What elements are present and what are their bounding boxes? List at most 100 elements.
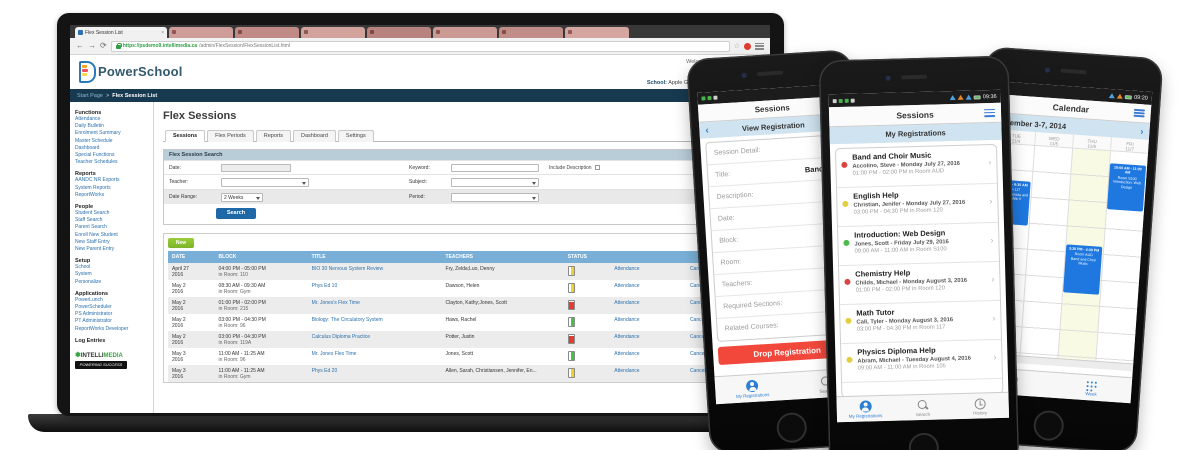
session-title-link[interactable]: BIO 30 Nervous System Review xyxy=(311,265,384,272)
keyword-input[interactable] xyxy=(451,163,539,172)
extension-badge-icon[interactable] xyxy=(744,42,751,50)
sidebar-link[interactable]: ReportWorks xyxy=(75,191,105,198)
browser-tab-inactive[interactable] xyxy=(565,27,629,38)
sidebar-link[interactable]: Staff Search xyxy=(75,217,103,224)
new-button[interactable]: New xyxy=(168,238,194,248)
sidebar-link[interactable]: Special Functions xyxy=(75,152,115,159)
sidebar-link[interactable]: PS Administrator xyxy=(75,311,113,318)
teacher-select[interactable] xyxy=(221,177,309,187)
sidebar-link[interactable]: Dashboard xyxy=(75,144,100,151)
attendance-link[interactable]: Attendance xyxy=(614,316,640,323)
menu-icon[interactable] xyxy=(1133,108,1146,118)
browser-tab-inactive[interactable] xyxy=(499,27,563,38)
search-button[interactable]: Search xyxy=(216,208,256,219)
page-tab[interactable]: Dashboard xyxy=(293,130,336,142)
cancel-link[interactable]: Cancel xyxy=(689,282,706,289)
home-button[interactable] xyxy=(1032,409,1065,442)
attendance-link[interactable]: Attendance xyxy=(614,367,640,374)
session-title-link[interactable]: Calculus Diploma Practice xyxy=(311,333,371,340)
date-range-select[interactable]: 2 Weeks xyxy=(221,192,263,202)
attendance-link[interactable]: Attendance xyxy=(614,299,640,306)
sidebar-link[interactable]: System Reports xyxy=(75,184,111,191)
attendance-link[interactable]: Attendance xyxy=(614,350,640,357)
tab-item[interactable]: History xyxy=(951,393,1009,419)
attendance-link[interactable]: Attendance xyxy=(614,333,640,340)
home-button[interactable] xyxy=(775,411,808,444)
back-icon[interactable]: ← xyxy=(76,41,84,50)
cancel-link[interactable]: Cancel xyxy=(689,299,706,306)
sidebar-link[interactable]: PT Administrator xyxy=(75,318,112,325)
tab-item[interactable]: Week xyxy=(1051,373,1133,404)
period-select[interactable] xyxy=(451,192,539,202)
tab-item[interactable]: My Registrations xyxy=(836,396,894,422)
registration-item[interactable]: Introduction: Web Design Jones, Scott - … xyxy=(838,222,999,267)
registration-item[interactable]: Physics Diploma Help Abram, Michael - Tu… xyxy=(841,339,1003,384)
browser-tab-active[interactable]: Flex Session List × xyxy=(75,27,167,38)
sidebar-link[interactable]: System xyxy=(75,271,92,278)
registration-item[interactable]: Math Tutor Call, Tyler - Monday August 3… xyxy=(840,300,1002,345)
sidebar-link[interactable]: Master Schedule xyxy=(75,137,113,144)
attendance-link[interactable]: Attendance xyxy=(614,265,640,272)
subject-select[interactable] xyxy=(451,177,539,187)
page-tab[interactable]: Flex Periods xyxy=(207,130,254,142)
session-title-link[interactable]: Mr. Jones Flex Time xyxy=(311,350,357,357)
sidebar-link[interactable]: Teacher Schedules xyxy=(75,159,118,166)
browser-tab-inactive[interactable] xyxy=(169,27,233,38)
cancel-link[interactable]: Cancel xyxy=(689,265,706,272)
calendar-event[interactable]: 3:30 PM - 4:30 PM Room AUD Band and Choi… xyxy=(1063,244,1103,295)
sidebar-link[interactable]: School xyxy=(75,264,91,271)
browser-tab-inactive[interactable] xyxy=(235,27,299,38)
session-title-link[interactable]: Phys Ed 20 xyxy=(311,367,338,374)
sidebar-link[interactable]: AANDC NR Exports xyxy=(75,177,120,184)
registration-item[interactable]: Band and Choir Music Accolino, Steve - M… xyxy=(835,144,997,189)
sidebar-link[interactable]: PowerScheduler xyxy=(75,304,112,311)
tab-close-icon[interactable]: × xyxy=(161,29,164,36)
sidebar-link[interactable]: Student Search xyxy=(75,210,110,217)
registration-item[interactable]: English Help Christian, Jenifer - Monday… xyxy=(836,183,998,228)
sidebar-link[interactable]: PowerLunch xyxy=(75,296,103,303)
cancel-link[interactable]: Cancel xyxy=(689,350,706,357)
breadcrumb-home-link[interactable]: Start Page xyxy=(77,92,103,99)
next-week-icon[interactable]: › xyxy=(1140,126,1144,137)
calendar-event[interactable]: 10:00 AM - 11:00 AM Room S100 Introducti… xyxy=(1106,163,1147,212)
browser-menu-icon[interactable] xyxy=(755,42,764,50)
sidebar-link[interactable]: Daily Bulletin xyxy=(75,123,104,130)
sidebar-link[interactable]: New Parent Entry xyxy=(75,246,115,253)
day-header[interactable]: WED 11/5 xyxy=(1034,131,1074,148)
session-title-link[interactable]: Phys Ed 10 xyxy=(311,282,338,289)
back-icon[interactable]: ‹ xyxy=(705,124,710,136)
include-description-checkbox[interactable] xyxy=(594,165,600,170)
cancel-link[interactable]: Cancel xyxy=(689,367,706,374)
powerschool-logo[interactable]: PowerSchool xyxy=(79,61,183,83)
menu-icon[interactable] xyxy=(983,108,996,117)
tab-item[interactable]: Search xyxy=(894,394,952,420)
browser-tab-inactive[interactable] xyxy=(433,27,497,38)
session-title-link[interactable]: Biology: The Circulatory System xyxy=(311,316,383,323)
sidebar-link[interactable]: Enroll New Student xyxy=(75,231,118,238)
page-tab[interactable]: Settings xyxy=(337,130,374,142)
sidebar-link[interactable]: Personalize xyxy=(75,278,102,285)
forward-icon[interactable]: → xyxy=(88,41,96,50)
page-tab[interactable]: Reports xyxy=(255,130,291,142)
home-button[interactable] xyxy=(908,432,940,450)
browser-tab-inactive[interactable] xyxy=(301,27,365,38)
browser-tab-inactive[interactable] xyxy=(367,27,431,38)
attendance-link[interactable]: Attendance xyxy=(614,282,640,289)
sidebar-link[interactable]: Parent Search xyxy=(75,224,107,231)
sidebar-link[interactable]: ReportWorks Developer xyxy=(75,325,129,332)
url-bar[interactable]: https://psdemo9.intellimedia.ca/admin/Fl… xyxy=(110,40,730,52)
bookmark-star-icon[interactable]: ☆ xyxy=(733,43,740,50)
date-input[interactable] xyxy=(221,163,291,172)
sidebar-link[interactable]: New Staff Entry xyxy=(75,238,110,245)
cancel-link[interactable]: Cancel xyxy=(689,316,706,323)
reload-icon[interactable]: ⟳ xyxy=(100,41,107,50)
sidebar-link[interactable]: Enrolment Summary xyxy=(75,130,121,137)
sidebar-link[interactable]: Attendance xyxy=(75,116,101,122)
day-header[interactable]: FRI 11/7 xyxy=(1110,137,1149,153)
registration-item[interactable]: Chemistry Help Childs, Michael - Monday … xyxy=(839,261,1000,306)
day-header[interactable]: THU 11/6 xyxy=(1072,134,1111,151)
tab-item[interactable]: My Registrations xyxy=(715,373,791,404)
session-title-link[interactable]: Mr. Jones's Flex Time xyxy=(311,299,360,306)
sidebar-section-log-entries[interactable]: Log Entries xyxy=(75,337,106,344)
cancel-link[interactable]: Cancel xyxy=(689,333,706,340)
